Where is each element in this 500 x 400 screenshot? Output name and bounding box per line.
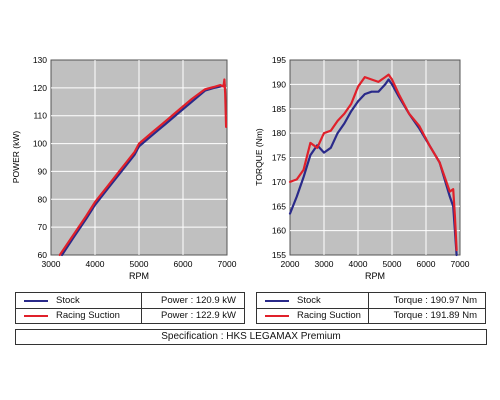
- y-tick-label: 100: [33, 139, 47, 149]
- legend-row-stock: Stock Torque : 190.97 Nm: [257, 293, 485, 308]
- x-tick-label: 5000: [130, 259, 149, 269]
- racing-suction-line: [288, 73, 458, 252]
- x-tick-label: 6000: [174, 259, 193, 269]
- torque-legend: Stock Torque : 190.97 Nm Racing Suction …: [256, 292, 486, 324]
- y-tick-label: 170: [272, 177, 286, 187]
- racing-swatch: [24, 314, 48, 317]
- y-tick-label: 185: [272, 104, 286, 114]
- y-tick-label: 195: [272, 55, 286, 65]
- racing-suction-line: [58, 78, 228, 257]
- legend-name: Stock: [56, 295, 80, 306]
- y-tick-label: 80: [38, 194, 48, 204]
- torque-chart: 2000 3000 4000 5000 6000 7000 155 160 165 170 175 1…: [254, 55, 470, 281]
- y-tick-label: 90: [38, 166, 48, 176]
- y-tick-label: 70: [38, 222, 48, 232]
- legend-value: Power : 120.9 kW: [161, 295, 236, 306]
- y-tick-label: 110: [33, 111, 47, 121]
- x-tick-label: 3000: [315, 259, 334, 269]
- legend-name: Racing Suction: [56, 310, 120, 321]
- y-tick-label: 160: [272, 226, 286, 236]
- y-tick-label: 175: [272, 153, 286, 163]
- stock-swatch: [265, 299, 289, 302]
- y-tick-label: 130: [33, 55, 47, 65]
- stock-swatch: [24, 299, 48, 302]
- legend-value: Torque : 191.89 Nm: [393, 310, 477, 321]
- x-tick-label: 3000: [42, 259, 61, 269]
- power-chart: 3000 4000 5000 6000 7000 60 70 80 90 100 110 120 130…: [11, 55, 237, 281]
- power-series: [58, 78, 228, 257]
- charts-canvas: 3000 4000 5000 6000 7000 60 70 80 90 100 110 120 130…: [11, 55, 470, 281]
- y-tick-label: 190: [272, 79, 286, 89]
- x-tick-label: 4000: [349, 259, 368, 269]
- torque-ticks: 2000 3000 4000 5000 6000 7000 155 160 165 170 175 1…: [272, 55, 470, 269]
- x-tick-label: 6000: [417, 259, 436, 269]
- legend-name: Stock: [297, 295, 321, 306]
- legend-value: Torque : 190.97 Nm: [393, 295, 477, 306]
- y-tick-label: 180: [272, 128, 286, 138]
- legend-divider: [257, 308, 485, 309]
- power-ylabel: POWER (kW): [11, 131, 21, 184]
- y-tick-label: 60: [38, 250, 48, 260]
- torque-xlabel: RPM: [365, 271, 385, 281]
- power-grid: [51, 60, 227, 255]
- legend-value: Power : 122.9 kW: [161, 310, 236, 321]
- legend-row-racing: Racing Suction Power : 122.9 kW: [16, 308, 244, 323]
- legend-row-racing: Racing Suction Torque : 191.89 Nm: [257, 308, 485, 323]
- legend-row-stock: Stock Power : 120.9 kW: [16, 293, 244, 308]
- legend-divider: [16, 308, 244, 309]
- racing-swatch: [265, 314, 289, 317]
- specification-box: Specification : HKS LEGAMAX Premium: [15, 329, 487, 345]
- power-xlabel: RPM: [129, 271, 149, 281]
- torque-ylabel: TORQUE (Nm): [254, 128, 264, 186]
- torque-grid: [290, 60, 460, 255]
- x-tick-label: 7000: [218, 259, 237, 269]
- legend-name: Racing Suction: [297, 310, 361, 321]
- y-tick-label: 120: [33, 83, 47, 93]
- torque-series: [288, 73, 458, 257]
- x-tick-label: 7000: [451, 259, 470, 269]
- x-tick-label: 4000: [86, 259, 105, 269]
- x-tick-label: 2000: [281, 259, 300, 269]
- power-ticks: 3000 4000 5000 6000 7000 60 70 80 90 100 110 120 130: [33, 55, 237, 269]
- y-tick-label: 165: [272, 201, 286, 211]
- power-legend: Stock Power : 120.9 kW Racing Suction Po…: [15, 292, 245, 324]
- y-tick-label: 155: [272, 250, 286, 260]
- x-tick-label: 5000: [383, 259, 402, 269]
